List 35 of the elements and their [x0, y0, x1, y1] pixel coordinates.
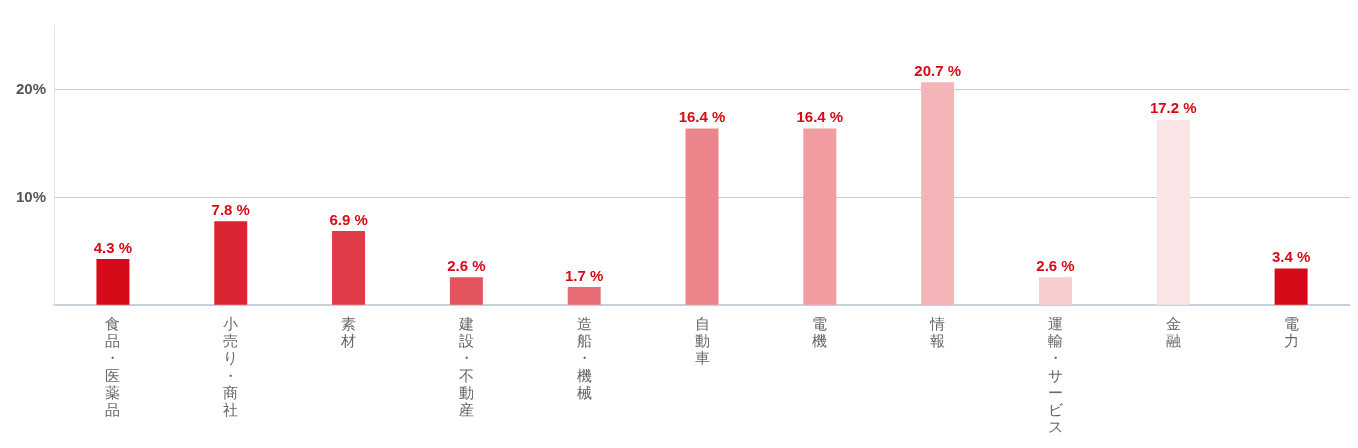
- bar: [214, 221, 248, 305]
- y-tick-label: 10%: [15, 187, 47, 205]
- data-label: 2.6 %: [1036, 256, 1075, 274]
- x-tick-label: 造船・機械: [576, 314, 592, 402]
- x-tick-label: 運輸・サービス: [1047, 314, 1064, 437]
- x-tick-label: 電力: [1283, 314, 1299, 351]
- x-tick-label: 食品・医薬品: [105, 314, 121, 420]
- x-tick-label: 金融: [1165, 314, 1181, 351]
- data-label: 7.8 %: [211, 200, 250, 218]
- bar: [567, 286, 601, 305]
- bar: [1156, 119, 1190, 305]
- data-label: 16.4 %: [678, 108, 726, 126]
- x-tick-label: 電機: [812, 314, 828, 351]
- bar: [332, 230, 366, 305]
- bar: [1274, 268, 1308, 305]
- data-label: 1.7 %: [565, 266, 604, 284]
- x-tick-label: 情報: [929, 314, 946, 351]
- data-label: 20.7 %: [914, 61, 961, 79]
- bar: [921, 82, 955, 305]
- data-label: 6.9 %: [329, 210, 368, 228]
- bar: [449, 277, 483, 305]
- data-label: 17.2 %: [1149, 99, 1197, 117]
- data-label: 2.6 %: [447, 256, 486, 274]
- data-label: 16.4 %: [796, 108, 844, 126]
- x-tick-label: 素材: [340, 314, 357, 351]
- x-tick-label: 小売り・商社: [223, 314, 239, 420]
- bar: [1038, 277, 1072, 305]
- x-tick-label: 建設・不動産: [457, 314, 474, 420]
- data-label: 3.4 %: [1271, 248, 1311, 266]
- y-tick-label: 20%: [15, 79, 47, 97]
- x-tick-label: 自動車: [694, 314, 710, 368]
- bar: [685, 128, 719, 305]
- data-label: 4.3 %: [93, 238, 133, 256]
- bar: [803, 128, 837, 305]
- bar: [96, 258, 130, 305]
